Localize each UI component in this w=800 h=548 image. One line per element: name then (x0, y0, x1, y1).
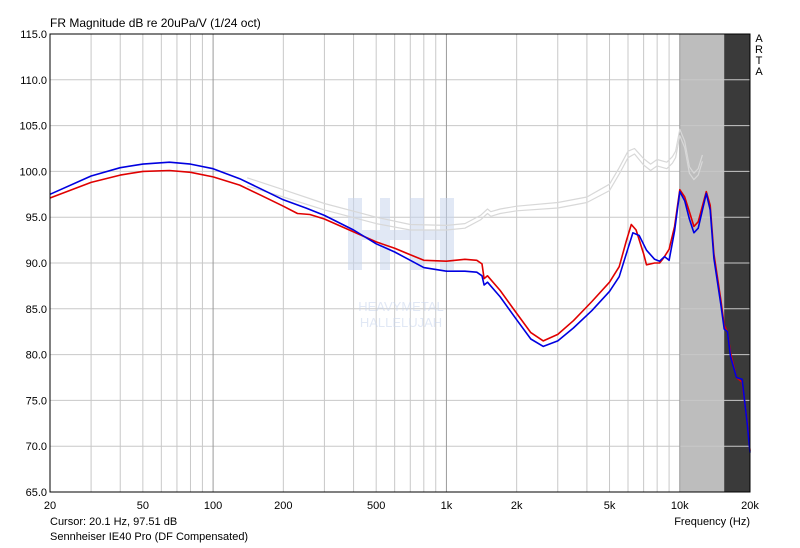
x-tick-label: 50 (137, 500, 149, 512)
y-tick-labels: 65.0 70.0 75.0 80.0 85.0 90.0 95.0 100.0 105.0 11… (19, 29, 47, 499)
x-tick-label: 200 (274, 500, 292, 512)
y-tick-label: 65.0 (26, 487, 47, 499)
grid-lines (49, 33, 751, 493)
series-group (49, 128, 751, 453)
x-tick-label: 100 (204, 500, 222, 512)
x-tick-label: 5k (604, 500, 616, 512)
y-tick-label: 110.0 (20, 75, 47, 87)
arta-brand: A R T A (752, 34, 766, 78)
y-tick-label: 90.0 (26, 258, 47, 270)
brand-letter: T (755, 55, 763, 67)
series-line-blue-1 (49, 161, 751, 453)
y-tick-label: 70.0 (26, 441, 47, 453)
x-tick-label: 20k (741, 500, 759, 512)
y-tick-label: 115.0 (20, 29, 47, 41)
device-label: Sennheiser IE40 Pro (DF Compensated) (50, 531, 249, 543)
plot-frame (49, 33, 751, 493)
x-tick-labels: 20 50 100 200 500 1k 2k 5k 10k 20k (44, 500, 759, 512)
x-tick-label: 2k (511, 500, 523, 512)
series-line-reference-2 (247, 128, 703, 226)
x-tick-label: 20 (44, 500, 56, 512)
y-tick-label: 80.0 (26, 350, 47, 362)
y-tick-label: 105.0 (19, 121, 47, 133)
y-tick-label: 95.0 (26, 212, 47, 224)
watermark-logo: HEAVYMETAL HALLELUJAH (348, 198, 454, 330)
watermark-line-2: HALLELUJAH (360, 315, 442, 330)
series-line-reference-3 (247, 135, 703, 231)
watermark-line-1: HEAVYMETAL (358, 299, 443, 314)
brand-letter: A (755, 33, 763, 45)
brand-letter: R (755, 44, 763, 56)
cursor-readout: Cursor: 20.1 Hz, 97.51 dB (50, 516, 178, 528)
x-tick-label: 500 (367, 500, 385, 512)
x-tick-label: 10k (671, 500, 689, 512)
x-tick-label: 1k (441, 500, 453, 512)
brand-letter: A (755, 66, 763, 78)
chart-title: FR Magnitude dB re 20uPa/V (1/24 oct) (50, 16, 261, 30)
y-tick-label: 75.0 (26, 395, 47, 407)
x-axis-label: Frequency (Hz) (674, 516, 750, 528)
y-tick-label: 100.0 (19, 166, 47, 178)
y-tick-label: 85.0 (26, 304, 47, 316)
